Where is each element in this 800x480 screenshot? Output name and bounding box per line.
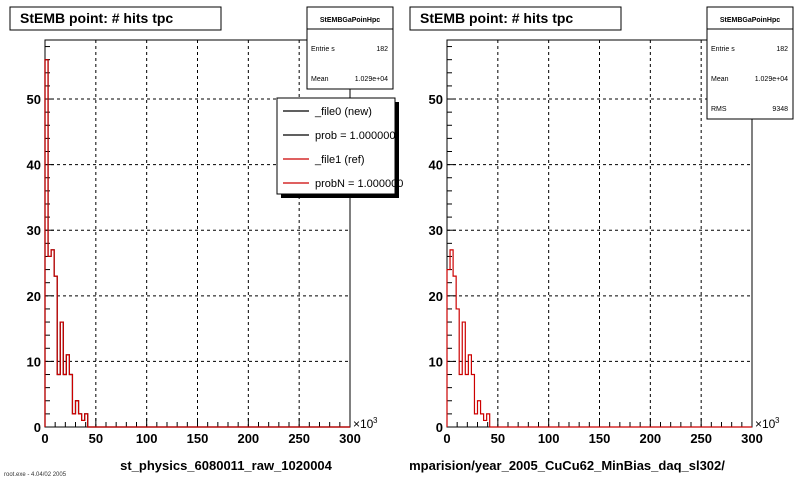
y-tick-label: 30 xyxy=(27,223,41,238)
stats-row-value: 182 xyxy=(776,46,788,53)
stats-box xyxy=(706,6,794,120)
y-tick-label: 40 xyxy=(429,158,443,173)
x-tick-label: 150 xyxy=(187,431,209,446)
y-tick-label: 0 xyxy=(34,420,41,435)
chart-panel-1: 0 50 100 150 200 250 300 0 10 20 30 40 50 ×10 3 StEMB p… xyxy=(9,6,403,473)
stats-row-value: 182 xyxy=(376,46,388,53)
x-tick-label: 50 xyxy=(89,431,103,446)
y-tick-label: 20 xyxy=(429,289,443,304)
x-tick-label: 150 xyxy=(589,431,611,446)
histogram-series-1 xyxy=(446,249,752,428)
footer-version-text: root.exe - 4.04/02 2005 xyxy=(4,472,67,478)
legend-frame xyxy=(276,97,396,195)
x-tick-label: 0 xyxy=(443,431,450,446)
stats-row-label: Mean xyxy=(311,76,329,83)
chart-title: StEMB point: # hits tpc xyxy=(420,10,573,26)
stats-row-label: Mean xyxy=(711,76,729,83)
legend-entry-label: _file0 (new) xyxy=(314,106,372,118)
x-tick-label: 200 xyxy=(237,431,259,446)
title-box xyxy=(9,6,222,31)
x-tick-label: 50 xyxy=(491,431,505,446)
stats-row-label: Entrie s xyxy=(311,46,335,53)
x-tick-label: 250 xyxy=(690,431,712,446)
x-tick-label: 300 xyxy=(339,431,361,446)
x-axis-caption: st_physics_6080011_raw_1020004 xyxy=(120,458,333,473)
stats-name: StEMBGaPoinHpc xyxy=(320,17,380,24)
stats-row-value: 9348 xyxy=(772,106,788,113)
stats-name: StEMBGaPoinHpc xyxy=(720,17,780,24)
legend-entry-label: prob = 1.000000 xyxy=(315,130,395,142)
y-tick-label: 20 xyxy=(27,289,41,304)
x-exponent-power: 3 xyxy=(775,416,780,425)
x-tick-label: 200 xyxy=(639,431,661,446)
legend-entry-label: probN = 1.000000 xyxy=(315,178,403,190)
x-tick-label: 300 xyxy=(741,431,763,446)
x-axis-caption: mparision/year_2005_CuCu62_MinBias_daq_s… xyxy=(409,458,725,473)
title-box xyxy=(409,6,622,31)
y-tick-label: 50 xyxy=(429,92,443,107)
legend-entry-label: _file1 (ref) xyxy=(314,154,365,166)
chart-panel-2: 0 50 100 150 200 250 300 0 10 20 30 40 50 ×10 3 StEMB p… xyxy=(409,6,794,473)
stats-row-value: 1.029e+04 xyxy=(755,76,788,83)
x-tick-label: 0 xyxy=(41,431,48,446)
x-tick-label: 100 xyxy=(538,431,560,446)
x-exponent-power: 3 xyxy=(373,416,378,425)
x-tick-label: 100 xyxy=(136,431,158,446)
chart-title: StEMB point: # hits tpc xyxy=(20,10,173,26)
y-tick-label: 40 xyxy=(27,158,41,173)
x-exponent-label: ×10 xyxy=(353,417,374,431)
y-tick-label: 0 xyxy=(436,420,443,435)
legend-box: _file0 (new) prob = 1.000000 _file1 (ref) p… xyxy=(276,97,403,198)
y-tick-label: 50 xyxy=(27,92,41,107)
x-exponent-label: ×10 xyxy=(755,417,776,431)
stats-row-value: 1.029e+04 xyxy=(355,76,388,83)
stats-box xyxy=(306,6,394,90)
stats-row-label: Entrie s xyxy=(711,46,735,53)
y-tick-label: 10 xyxy=(27,354,41,369)
x-tick-label: 250 xyxy=(288,431,310,446)
y-tick-label: 10 xyxy=(429,354,443,369)
histogram-series-2 xyxy=(44,59,350,428)
y-tick-label: 30 xyxy=(429,223,443,238)
stats-row-label: RMS xyxy=(711,106,727,113)
